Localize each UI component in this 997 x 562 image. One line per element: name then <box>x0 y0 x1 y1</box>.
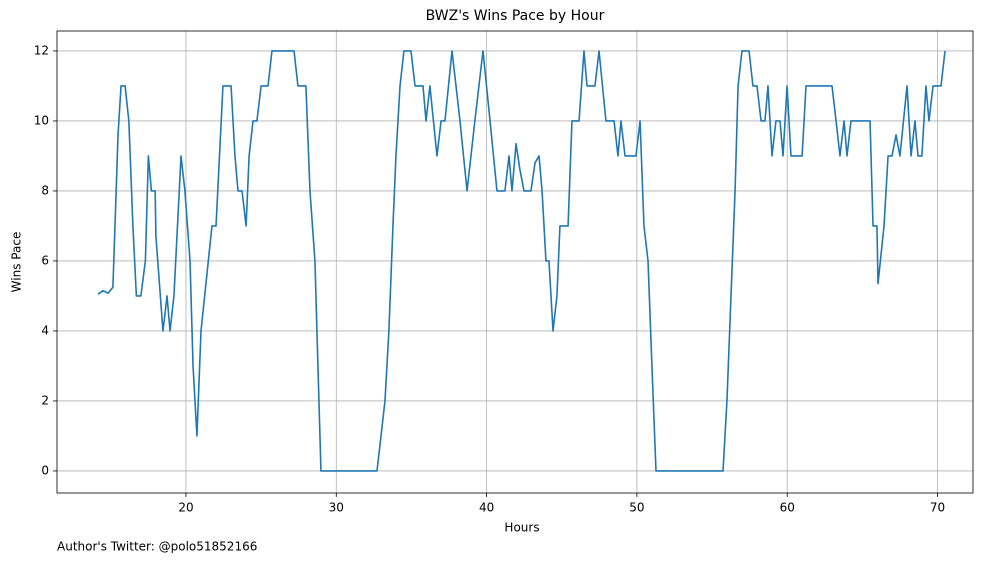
footnote: Author's Twitter: @polo51852166 <box>57 540 257 554</box>
x-tick-label: 60 <box>780 501 795 515</box>
plot-frame <box>56 30 974 494</box>
y-tick-label: 12 <box>34 43 49 57</box>
data-line <box>97 50 946 472</box>
y-tick-label: 10 <box>34 113 49 127</box>
y-axis-label: Wins Pace <box>10 232 24 293</box>
x-tick-label: 20 <box>178 501 193 515</box>
chart-title: BWZ's Wins Pace by Hour <box>426 8 605 24</box>
x-tick-label: 70 <box>930 501 945 515</box>
x-tick-label: 40 <box>479 501 494 515</box>
x-tick-label: 50 <box>629 501 644 515</box>
y-tick-label: 6 <box>41 253 49 267</box>
y-tick-label: 0 <box>41 463 49 477</box>
y-tick-label: 2 <box>41 393 49 407</box>
x-axis-label: Hours <box>504 521 539 535</box>
y-tick-label: 4 <box>41 323 49 337</box>
x-tick-label: 30 <box>329 501 344 515</box>
y-tick-label: 8 <box>41 183 49 197</box>
